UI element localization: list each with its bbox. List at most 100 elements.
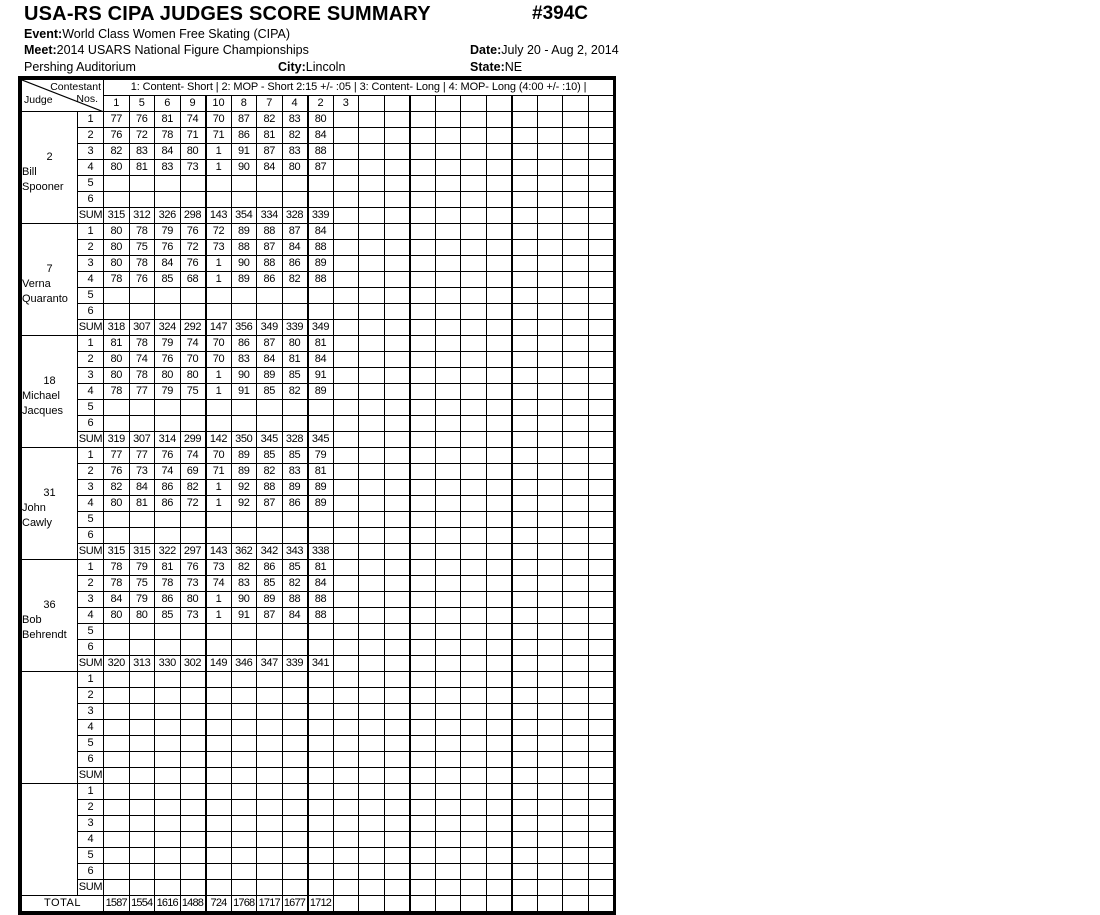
score-cell[interactable]: 1 xyxy=(205,255,232,272)
score-cell[interactable] xyxy=(434,447,461,464)
score-cell[interactable] xyxy=(154,623,181,640)
score-cell[interactable] xyxy=(485,703,513,720)
score-cell[interactable] xyxy=(536,623,563,640)
score-cell[interactable] xyxy=(536,703,563,720)
score-cell[interactable]: 81 xyxy=(103,335,130,352)
score-cell[interactable] xyxy=(383,447,411,464)
score-cell[interactable] xyxy=(587,383,615,400)
score-cell[interactable] xyxy=(154,735,181,752)
score-cell[interactable] xyxy=(230,751,257,768)
score-cell[interactable] xyxy=(536,831,563,848)
score-cell[interactable] xyxy=(536,303,563,320)
score-cell[interactable] xyxy=(230,671,257,688)
score-cell[interactable] xyxy=(434,719,461,736)
score-cell[interactable] xyxy=(383,271,411,288)
score-cell[interactable] xyxy=(230,815,257,832)
score-cell[interactable] xyxy=(536,607,563,624)
score-cell[interactable]: 91 xyxy=(230,143,257,160)
score-cell[interactable] xyxy=(511,271,538,288)
score-cell[interactable] xyxy=(536,591,563,608)
score-cell[interactable] xyxy=(536,799,563,816)
score-cell[interactable] xyxy=(332,447,359,464)
score-cell[interactable]: 89 xyxy=(307,479,334,496)
score-cell[interactable] xyxy=(205,639,232,656)
score-cell[interactable] xyxy=(460,623,487,640)
score-cell[interactable]: 76 xyxy=(179,223,207,240)
score-cell[interactable] xyxy=(562,463,589,480)
score-cell[interactable]: 92 xyxy=(230,479,257,496)
score-cell[interactable] xyxy=(154,511,181,528)
score-cell[interactable] xyxy=(460,367,487,384)
score-cell[interactable]: 74 xyxy=(205,575,232,592)
score-cell[interactable]: 83 xyxy=(281,463,309,480)
score-cell[interactable] xyxy=(332,511,359,528)
score-cell[interactable]: 92 xyxy=(230,495,257,512)
score-cell[interactable]: 84 xyxy=(154,143,181,160)
score-cell[interactable] xyxy=(332,495,359,512)
score-cell[interactable] xyxy=(332,399,359,416)
score-cell[interactable] xyxy=(562,111,589,128)
score-cell[interactable] xyxy=(205,863,232,880)
score-cell[interactable] xyxy=(230,831,257,848)
score-cell[interactable] xyxy=(434,367,461,384)
score-cell[interactable] xyxy=(358,639,385,656)
score-cell[interactable] xyxy=(358,447,385,464)
score-cell[interactable] xyxy=(562,623,589,640)
score-cell[interactable]: 84 xyxy=(256,159,283,176)
score-cell[interactable]: 80 xyxy=(103,255,130,272)
score-cell[interactable] xyxy=(179,191,207,208)
score-cell[interactable]: 80 xyxy=(179,591,207,608)
score-cell[interactable] xyxy=(256,719,283,736)
score-cell[interactable] xyxy=(256,303,283,320)
score-cell[interactable] xyxy=(358,607,385,624)
score-cell[interactable] xyxy=(434,607,461,624)
score-cell[interactable] xyxy=(383,303,411,320)
score-cell[interactable] xyxy=(434,159,461,176)
score-cell[interactable] xyxy=(256,623,283,640)
score-cell[interactable] xyxy=(511,815,538,832)
score-cell[interactable] xyxy=(128,623,155,640)
score-cell[interactable] xyxy=(358,671,385,688)
score-cell[interactable]: 78 xyxy=(128,367,155,384)
score-cell[interactable] xyxy=(562,351,589,368)
score-cell[interactable] xyxy=(332,255,359,272)
score-cell[interactable] xyxy=(562,447,589,464)
score-cell[interactable] xyxy=(128,735,155,752)
score-cell[interactable] xyxy=(409,127,436,144)
score-cell[interactable]: 86 xyxy=(154,591,181,608)
score-cell[interactable] xyxy=(485,191,513,208)
score-cell[interactable] xyxy=(485,111,513,128)
score-cell[interactable] xyxy=(562,719,589,736)
score-cell[interactable] xyxy=(256,863,283,880)
score-cell[interactable] xyxy=(307,191,334,208)
score-cell[interactable] xyxy=(230,511,257,528)
score-cell[interactable] xyxy=(434,383,461,400)
score-cell[interactable]: 89 xyxy=(230,447,257,464)
score-cell[interactable] xyxy=(562,527,589,544)
score-cell[interactable] xyxy=(383,575,411,592)
score-cell[interactable] xyxy=(128,527,155,544)
score-cell[interactable] xyxy=(307,415,334,432)
score-cell[interactable] xyxy=(562,495,589,512)
score-cell[interactable] xyxy=(383,863,411,880)
score-cell[interactable] xyxy=(434,239,461,256)
score-cell[interactable]: 76 xyxy=(154,447,181,464)
score-cell[interactable] xyxy=(230,703,257,720)
score-cell[interactable] xyxy=(103,399,130,416)
score-cell[interactable] xyxy=(587,687,615,704)
score-cell[interactable] xyxy=(587,399,615,416)
score-cell[interactable] xyxy=(460,447,487,464)
score-cell[interactable] xyxy=(332,559,359,576)
score-cell[interactable] xyxy=(536,511,563,528)
score-cell[interactable] xyxy=(460,127,487,144)
score-cell[interactable]: 74 xyxy=(154,463,181,480)
score-cell[interactable] xyxy=(434,255,461,272)
score-cell[interactable] xyxy=(332,527,359,544)
score-cell[interactable] xyxy=(460,303,487,320)
score-cell[interactable] xyxy=(205,527,232,544)
score-cell[interactable] xyxy=(154,863,181,880)
score-cell[interactable] xyxy=(358,703,385,720)
score-cell[interactable] xyxy=(358,495,385,512)
score-cell[interactable] xyxy=(587,783,615,800)
score-cell[interactable] xyxy=(179,719,207,736)
